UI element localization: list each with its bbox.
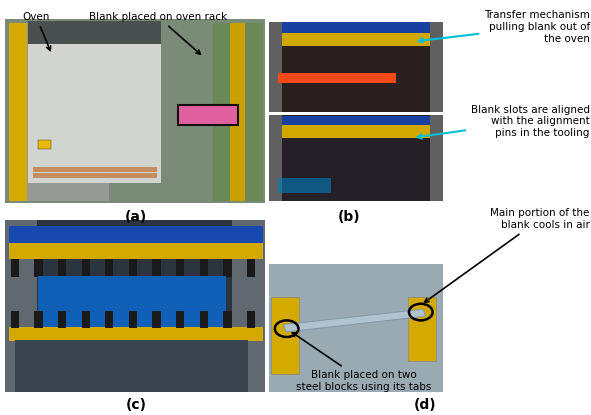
- Bar: [82, 259, 90, 277]
- Bar: [5, 220, 265, 392]
- Bar: [430, 22, 443, 112]
- Bar: [278, 73, 396, 83]
- Bar: [129, 259, 137, 277]
- Bar: [408, 297, 436, 361]
- Bar: [33, 167, 157, 172]
- Bar: [269, 115, 443, 201]
- Bar: [58, 259, 66, 277]
- Bar: [176, 311, 184, 328]
- Bar: [178, 105, 238, 124]
- Bar: [269, 125, 443, 138]
- Bar: [223, 311, 232, 328]
- Bar: [269, 22, 282, 112]
- Bar: [5, 220, 37, 392]
- Bar: [269, 22, 443, 34]
- Bar: [247, 259, 255, 277]
- Bar: [9, 243, 263, 259]
- Text: (a): (a): [125, 210, 147, 224]
- Bar: [213, 23, 263, 201]
- Bar: [200, 259, 208, 277]
- Text: Blank placed on oven rack: Blank placed on oven rack: [89, 12, 227, 54]
- Bar: [58, 311, 66, 328]
- Bar: [152, 311, 161, 328]
- Bar: [28, 21, 161, 44]
- Bar: [38, 276, 226, 328]
- Bar: [430, 115, 443, 201]
- Bar: [247, 311, 255, 328]
- Bar: [176, 259, 184, 277]
- Bar: [269, 264, 443, 392]
- Bar: [15, 340, 248, 392]
- Text: (b): (b): [337, 210, 360, 224]
- Bar: [11, 311, 19, 328]
- Text: Main portion of the
blank cools in air: Main portion of the blank cools in air: [424, 208, 590, 302]
- Bar: [269, 22, 443, 112]
- Bar: [82, 311, 90, 328]
- Bar: [269, 33, 443, 46]
- Text: Transfer mechanism
pulling blank out of
the oven: Transfer mechanism pulling blank out of …: [419, 10, 590, 44]
- Text: Blank slots are aligned
with the alignment
pins in the tooling: Blank slots are aligned with the alignme…: [418, 105, 590, 139]
- Bar: [105, 259, 113, 277]
- Text: Blank placed on two
steel blocks using its tabs: Blank placed on two steel blocks using i…: [292, 332, 431, 392]
- Bar: [5, 19, 265, 203]
- Bar: [11, 259, 19, 277]
- Bar: [269, 116, 443, 126]
- Text: (c): (c): [125, 398, 147, 413]
- Bar: [223, 259, 232, 277]
- Bar: [129, 311, 137, 328]
- Bar: [230, 23, 245, 201]
- Text: Oven: Oven: [22, 12, 51, 51]
- Text: (d): (d): [414, 398, 437, 413]
- Bar: [28, 35, 161, 183]
- Bar: [200, 311, 208, 328]
- Bar: [278, 73, 396, 83]
- Bar: [38, 140, 51, 149]
- Bar: [232, 220, 265, 392]
- Bar: [9, 23, 109, 201]
- Polygon shape: [284, 309, 426, 332]
- Bar: [9, 327, 263, 341]
- Bar: [269, 115, 282, 201]
- Bar: [271, 297, 299, 374]
- Bar: [33, 173, 157, 178]
- Bar: [105, 311, 113, 328]
- Bar: [9, 23, 27, 201]
- Bar: [34, 259, 43, 277]
- Bar: [9, 226, 263, 243]
- Bar: [34, 311, 43, 328]
- Bar: [278, 178, 331, 193]
- Bar: [152, 259, 161, 277]
